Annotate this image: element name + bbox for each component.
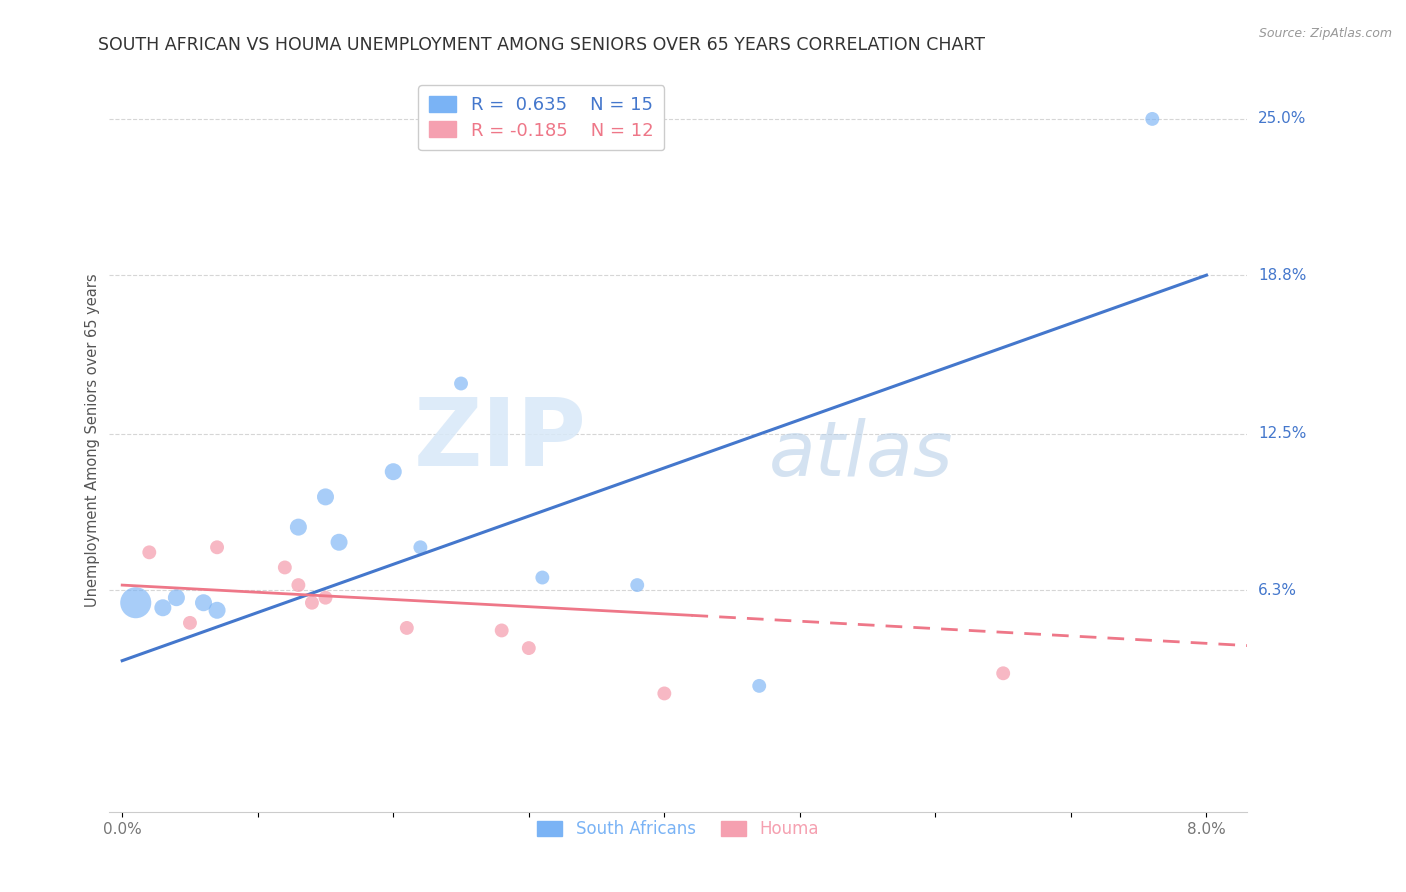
Point (517, 641, 540, 656)
Y-axis label: Unemployment Among Seniors over 65 years: Unemployment Among Seniors over 65 years (86, 273, 100, 607)
Point (626, 578, 648, 592)
Point (409, 541, 432, 555)
Point (165, 591, 187, 605)
Point (274, 560, 297, 574)
Point (152, 600, 174, 615)
Point (179, 615, 201, 630)
Point (138, 545, 160, 559)
Text: 25.0%: 25.0% (1258, 112, 1306, 127)
Point (287, 578, 309, 592)
Text: atlas: atlas (769, 418, 953, 492)
Point (205, 603, 228, 617)
Point (531, 570, 554, 584)
Point (382, 465, 405, 479)
Text: 12.5%: 12.5% (1258, 426, 1306, 442)
Text: SOUTH AFRICAN VS HOUMA UNEMPLOYMENT AMONG SENIORS OVER 65 YEARS CORRELATION CHAR: SOUTH AFRICAN VS HOUMA UNEMPLOYMENT AMON… (98, 36, 986, 54)
Point (301, 596, 323, 610)
Point (1142, 112, 1164, 126)
Point (491, 624, 513, 638)
Point (450, 376, 472, 391)
Point (328, 535, 350, 549)
Point (993, 666, 1015, 681)
Point (315, 490, 337, 504)
Point (287, 520, 309, 534)
Point (395, 621, 418, 635)
Text: Source: ZipAtlas.com: Source: ZipAtlas.com (1258, 27, 1392, 40)
Point (125, 596, 148, 610)
Point (205, 541, 228, 555)
Point (193, 596, 215, 610)
Point (315, 591, 337, 605)
Legend: South Africans, Houma: South Africans, Houma (530, 814, 825, 845)
Point (654, 686, 676, 700)
Text: 18.8%: 18.8% (1258, 268, 1306, 283)
Point (748, 679, 770, 693)
Text: 6.3%: 6.3% (1258, 582, 1298, 598)
Text: ZIP: ZIP (413, 394, 586, 486)
